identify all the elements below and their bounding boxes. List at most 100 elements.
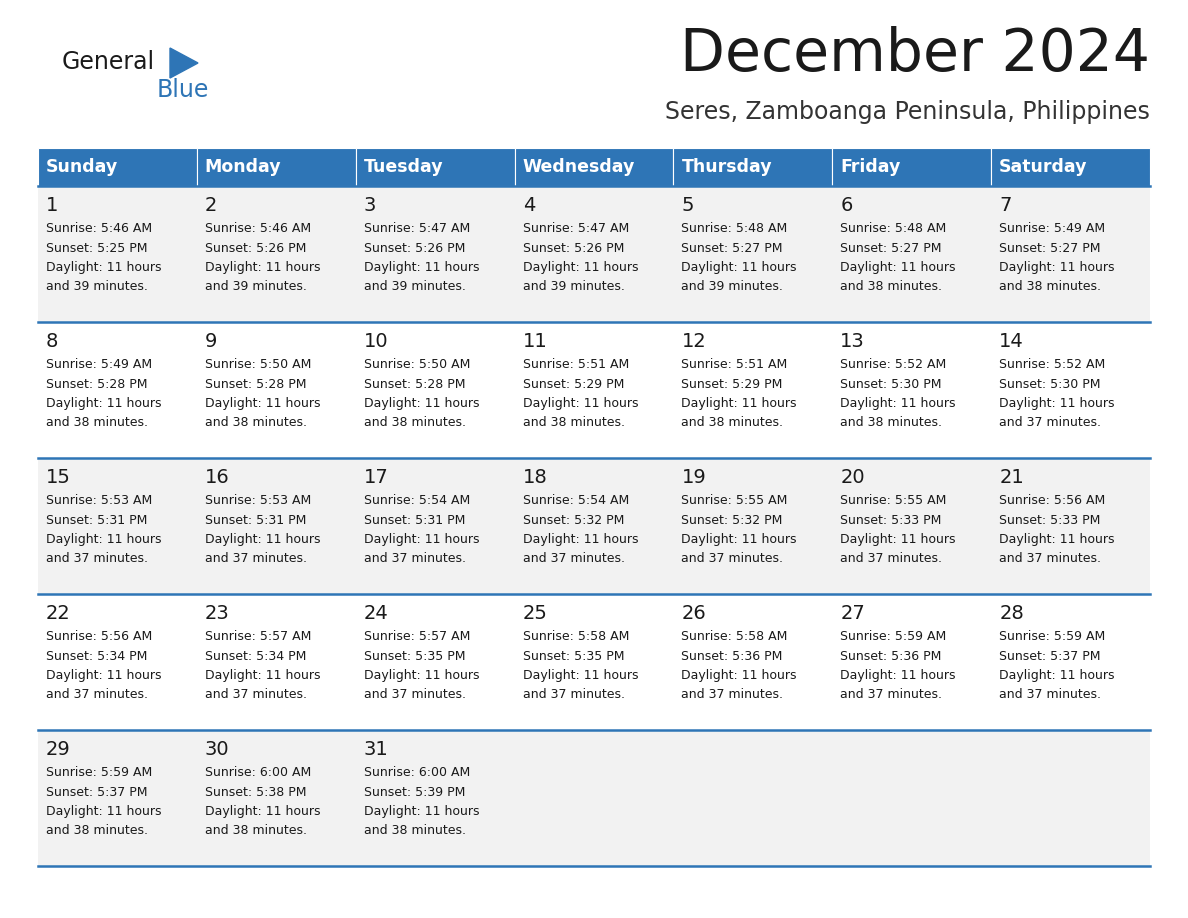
- Text: Sunrise: 5:55 AM: Sunrise: 5:55 AM: [682, 494, 788, 507]
- Text: and 37 minutes.: and 37 minutes.: [523, 553, 625, 565]
- Text: 15: 15: [46, 468, 71, 487]
- Text: 17: 17: [364, 468, 388, 487]
- Text: Sunset: 5:26 PM: Sunset: 5:26 PM: [523, 241, 624, 254]
- Text: 19: 19: [682, 468, 706, 487]
- Text: 22: 22: [46, 604, 71, 623]
- Text: 7: 7: [999, 196, 1011, 215]
- Text: Daylight: 11 hours: Daylight: 11 hours: [364, 669, 479, 682]
- Text: Sunrise: 5:50 AM: Sunrise: 5:50 AM: [364, 358, 470, 371]
- Text: General: General: [62, 50, 156, 74]
- Text: Sunset: 5:32 PM: Sunset: 5:32 PM: [682, 513, 783, 527]
- Text: 8: 8: [46, 332, 58, 351]
- Text: Sunrise: 5:51 AM: Sunrise: 5:51 AM: [682, 358, 788, 371]
- Bar: [38, 458, 1150, 594]
- Text: Daylight: 11 hours: Daylight: 11 hours: [682, 533, 797, 546]
- Text: Daylight: 11 hours: Daylight: 11 hours: [364, 805, 479, 818]
- Text: 5: 5: [682, 196, 694, 215]
- Text: Sunrise: 5:48 AM: Sunrise: 5:48 AM: [840, 222, 947, 235]
- Text: Sunset: 5:30 PM: Sunset: 5:30 PM: [999, 377, 1100, 390]
- Text: Sunset: 5:27 PM: Sunset: 5:27 PM: [999, 241, 1100, 254]
- Text: Wednesday: Wednesday: [523, 158, 634, 176]
- Text: and 39 minutes.: and 39 minutes.: [46, 281, 147, 294]
- Bar: [38, 322, 1150, 458]
- Polygon shape: [170, 48, 198, 78]
- Text: 10: 10: [364, 332, 388, 351]
- Text: Sunrise: 6:00 AM: Sunrise: 6:00 AM: [204, 766, 311, 779]
- Text: and 39 minutes.: and 39 minutes.: [364, 281, 466, 294]
- Text: and 37 minutes.: and 37 minutes.: [682, 688, 783, 701]
- Text: Daylight: 11 hours: Daylight: 11 hours: [364, 261, 479, 274]
- Text: Sunset: 5:37 PM: Sunset: 5:37 PM: [999, 650, 1100, 663]
- Text: 11: 11: [523, 332, 548, 351]
- Text: and 38 minutes.: and 38 minutes.: [364, 824, 466, 837]
- Text: Sunset: 5:37 PM: Sunset: 5:37 PM: [46, 786, 147, 799]
- Text: 21: 21: [999, 468, 1024, 487]
- Text: and 38 minutes.: and 38 minutes.: [46, 417, 148, 430]
- Text: Daylight: 11 hours: Daylight: 11 hours: [523, 397, 638, 410]
- Text: Daylight: 11 hours: Daylight: 11 hours: [840, 669, 956, 682]
- Text: Daylight: 11 hours: Daylight: 11 hours: [204, 261, 321, 274]
- Text: Sunrise: 5:58 AM: Sunrise: 5:58 AM: [682, 630, 788, 643]
- Bar: [38, 730, 1150, 866]
- Text: Sunrise: 5:55 AM: Sunrise: 5:55 AM: [840, 494, 947, 507]
- Text: and 39 minutes.: and 39 minutes.: [204, 281, 307, 294]
- Bar: [38, 594, 1150, 730]
- Text: Sunset: 5:31 PM: Sunset: 5:31 PM: [204, 513, 307, 527]
- Bar: [38, 186, 1150, 322]
- Text: 31: 31: [364, 740, 388, 759]
- Text: Daylight: 11 hours: Daylight: 11 hours: [46, 261, 162, 274]
- Text: Sunrise: 5:46 AM: Sunrise: 5:46 AM: [46, 222, 152, 235]
- Text: Sunrise: 5:59 AM: Sunrise: 5:59 AM: [999, 630, 1105, 643]
- Text: Sunrise: 5:54 AM: Sunrise: 5:54 AM: [364, 494, 470, 507]
- Bar: [355, 148, 514, 186]
- Text: Daylight: 11 hours: Daylight: 11 hours: [523, 669, 638, 682]
- Text: Blue: Blue: [157, 78, 209, 102]
- Text: 28: 28: [999, 604, 1024, 623]
- Text: and 37 minutes.: and 37 minutes.: [999, 688, 1101, 701]
- Text: Daylight: 11 hours: Daylight: 11 hours: [523, 533, 638, 546]
- Text: 25: 25: [523, 604, 548, 623]
- Text: Sunset: 5:31 PM: Sunset: 5:31 PM: [46, 513, 147, 527]
- Bar: [833, 148, 991, 186]
- Text: Sunrise: 5:59 AM: Sunrise: 5:59 AM: [46, 766, 152, 779]
- Text: and 37 minutes.: and 37 minutes.: [204, 553, 307, 565]
- Text: Sunrise: 5:49 AM: Sunrise: 5:49 AM: [46, 358, 152, 371]
- Text: Daylight: 11 hours: Daylight: 11 hours: [204, 533, 321, 546]
- Text: 30: 30: [204, 740, 229, 759]
- Text: 1: 1: [46, 196, 58, 215]
- Text: and 38 minutes.: and 38 minutes.: [840, 281, 942, 294]
- Text: 18: 18: [523, 468, 548, 487]
- Text: Daylight: 11 hours: Daylight: 11 hours: [204, 805, 321, 818]
- Text: Sunset: 5:34 PM: Sunset: 5:34 PM: [204, 650, 307, 663]
- Text: Daylight: 11 hours: Daylight: 11 hours: [999, 261, 1114, 274]
- Text: and 37 minutes.: and 37 minutes.: [840, 553, 942, 565]
- Text: Sunset: 5:28 PM: Sunset: 5:28 PM: [204, 377, 307, 390]
- Text: Sunset: 5:26 PM: Sunset: 5:26 PM: [364, 241, 465, 254]
- Text: and 37 minutes.: and 37 minutes.: [999, 417, 1101, 430]
- Text: Sunset: 5:33 PM: Sunset: 5:33 PM: [999, 513, 1100, 527]
- Text: Sunset: 5:28 PM: Sunset: 5:28 PM: [364, 377, 466, 390]
- Text: Daylight: 11 hours: Daylight: 11 hours: [364, 397, 479, 410]
- Text: Sunset: 5:32 PM: Sunset: 5:32 PM: [523, 513, 624, 527]
- Text: Seres, Zamboanga Peninsula, Philippines: Seres, Zamboanga Peninsula, Philippines: [665, 100, 1150, 124]
- Text: Sunday: Sunday: [46, 158, 119, 176]
- Bar: [991, 148, 1150, 186]
- Text: Daylight: 11 hours: Daylight: 11 hours: [999, 533, 1114, 546]
- Text: 27: 27: [840, 604, 865, 623]
- Text: and 37 minutes.: and 37 minutes.: [999, 553, 1101, 565]
- Text: and 37 minutes.: and 37 minutes.: [364, 553, 466, 565]
- Text: 3: 3: [364, 196, 377, 215]
- Text: 9: 9: [204, 332, 217, 351]
- Text: and 37 minutes.: and 37 minutes.: [364, 688, 466, 701]
- Text: Sunset: 5:29 PM: Sunset: 5:29 PM: [682, 377, 783, 390]
- Text: Sunrise: 6:00 AM: Sunrise: 6:00 AM: [364, 766, 470, 779]
- Text: Daylight: 11 hours: Daylight: 11 hours: [682, 261, 797, 274]
- Text: Sunrise: 5:58 AM: Sunrise: 5:58 AM: [523, 630, 628, 643]
- Text: Sunset: 5:27 PM: Sunset: 5:27 PM: [682, 241, 783, 254]
- Text: 29: 29: [46, 740, 71, 759]
- Text: Sunset: 5:26 PM: Sunset: 5:26 PM: [204, 241, 307, 254]
- Bar: [674, 148, 833, 186]
- Text: and 39 minutes.: and 39 minutes.: [682, 281, 783, 294]
- Text: 14: 14: [999, 332, 1024, 351]
- Text: Sunrise: 5:48 AM: Sunrise: 5:48 AM: [682, 222, 788, 235]
